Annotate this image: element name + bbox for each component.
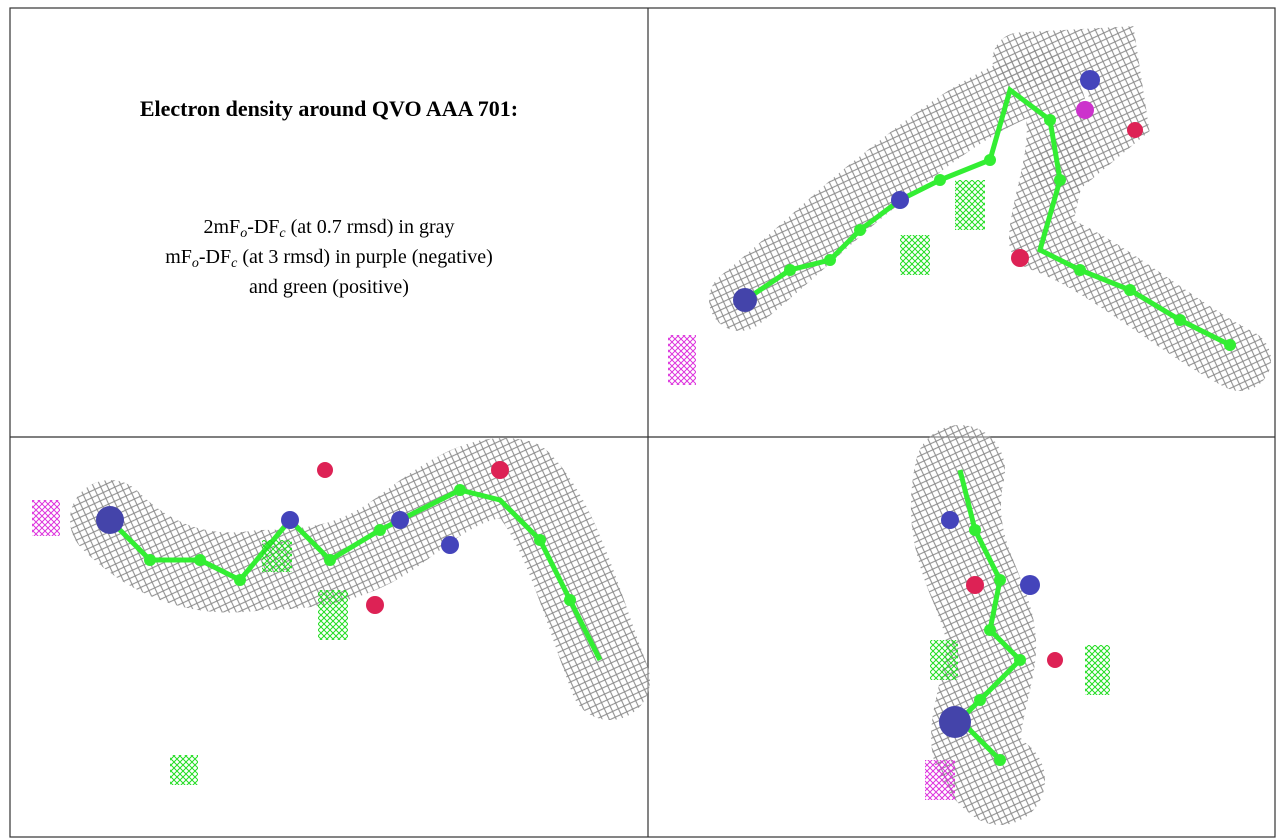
subscript: o — [191, 256, 199, 271]
density-view-2 — [32, 438, 650, 785]
density-view-1 — [668, 26, 1271, 391]
caption-line: and green (positive) — [10, 272, 648, 302]
caption-title: Electron density around QVO AAA 701: — [139, 96, 519, 121]
text-run: -DF — [198, 246, 232, 268]
text-run: and green (positive) — [249, 276, 409, 298]
caption-line: mFo-DFc (at 3 rmsd) in purple (negative) — [10, 242, 648, 272]
text-run: mF — [165, 246, 192, 268]
density-view-3 — [910, 425, 1110, 825]
subscript: c — [231, 256, 238, 271]
subscript: o — [240, 226, 248, 241]
table-borders — [9, 7, 1276, 838]
text-run: 2mF — [203, 216, 241, 238]
text-run: (at 3 rmsd) in purple (negative) — [237, 246, 493, 268]
caption-description: 2mFo-DFc (at 0.7 rmsd) in gray mFo-DFc (a… — [10, 212, 648, 302]
text-run: -DF — [247, 216, 280, 238]
text-run: (at 0.7 rmsd) in gray — [285, 216, 455, 238]
subscript: c — [279, 226, 286, 241]
caption-line: 2mFo-DFc (at 0.7 rmsd) in gray — [10, 212, 648, 242]
